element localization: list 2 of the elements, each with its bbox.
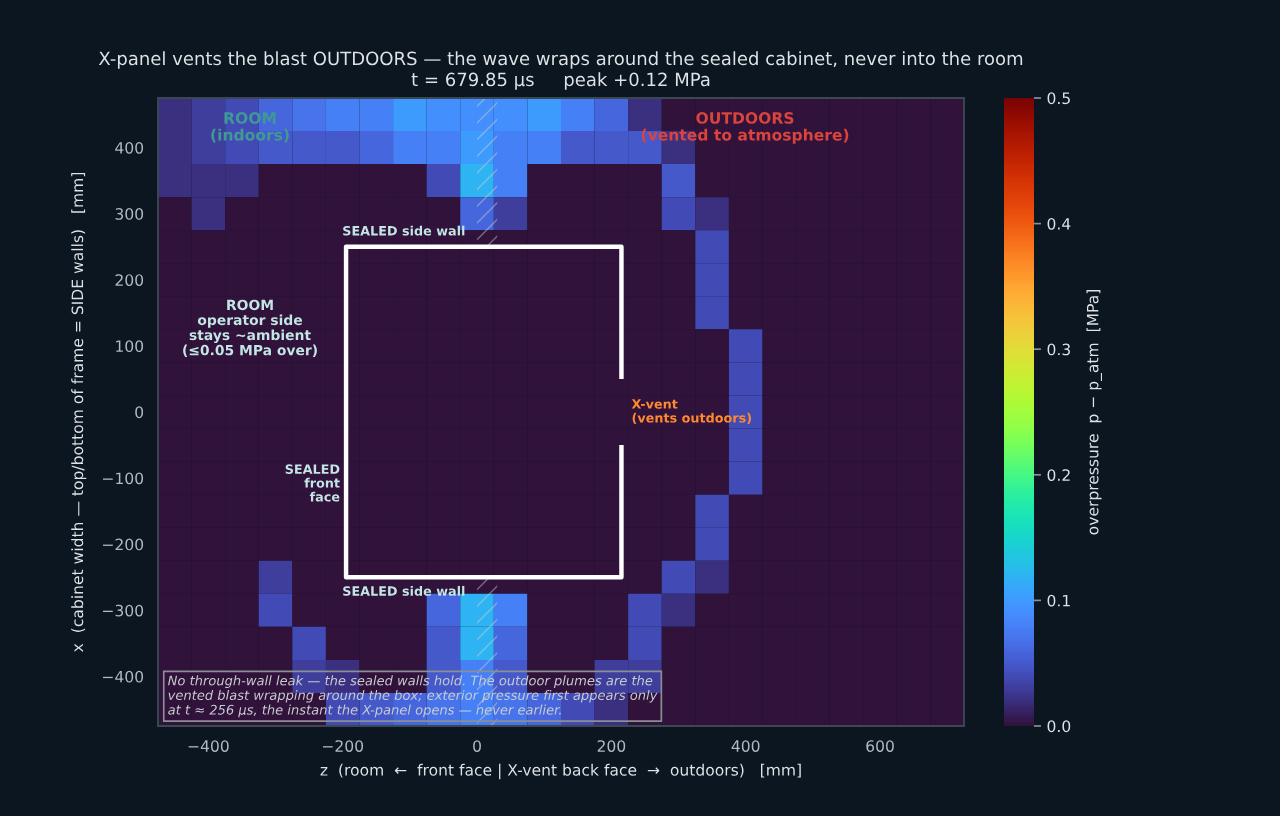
chart-title: X-panel vents the blast OUTDOORS — the wave wraps around the sealed cabinet, never into the room [98,51,1023,69]
chart-subtitle: t = 679.85 µs peak +0.12 MPa [411,72,710,90]
